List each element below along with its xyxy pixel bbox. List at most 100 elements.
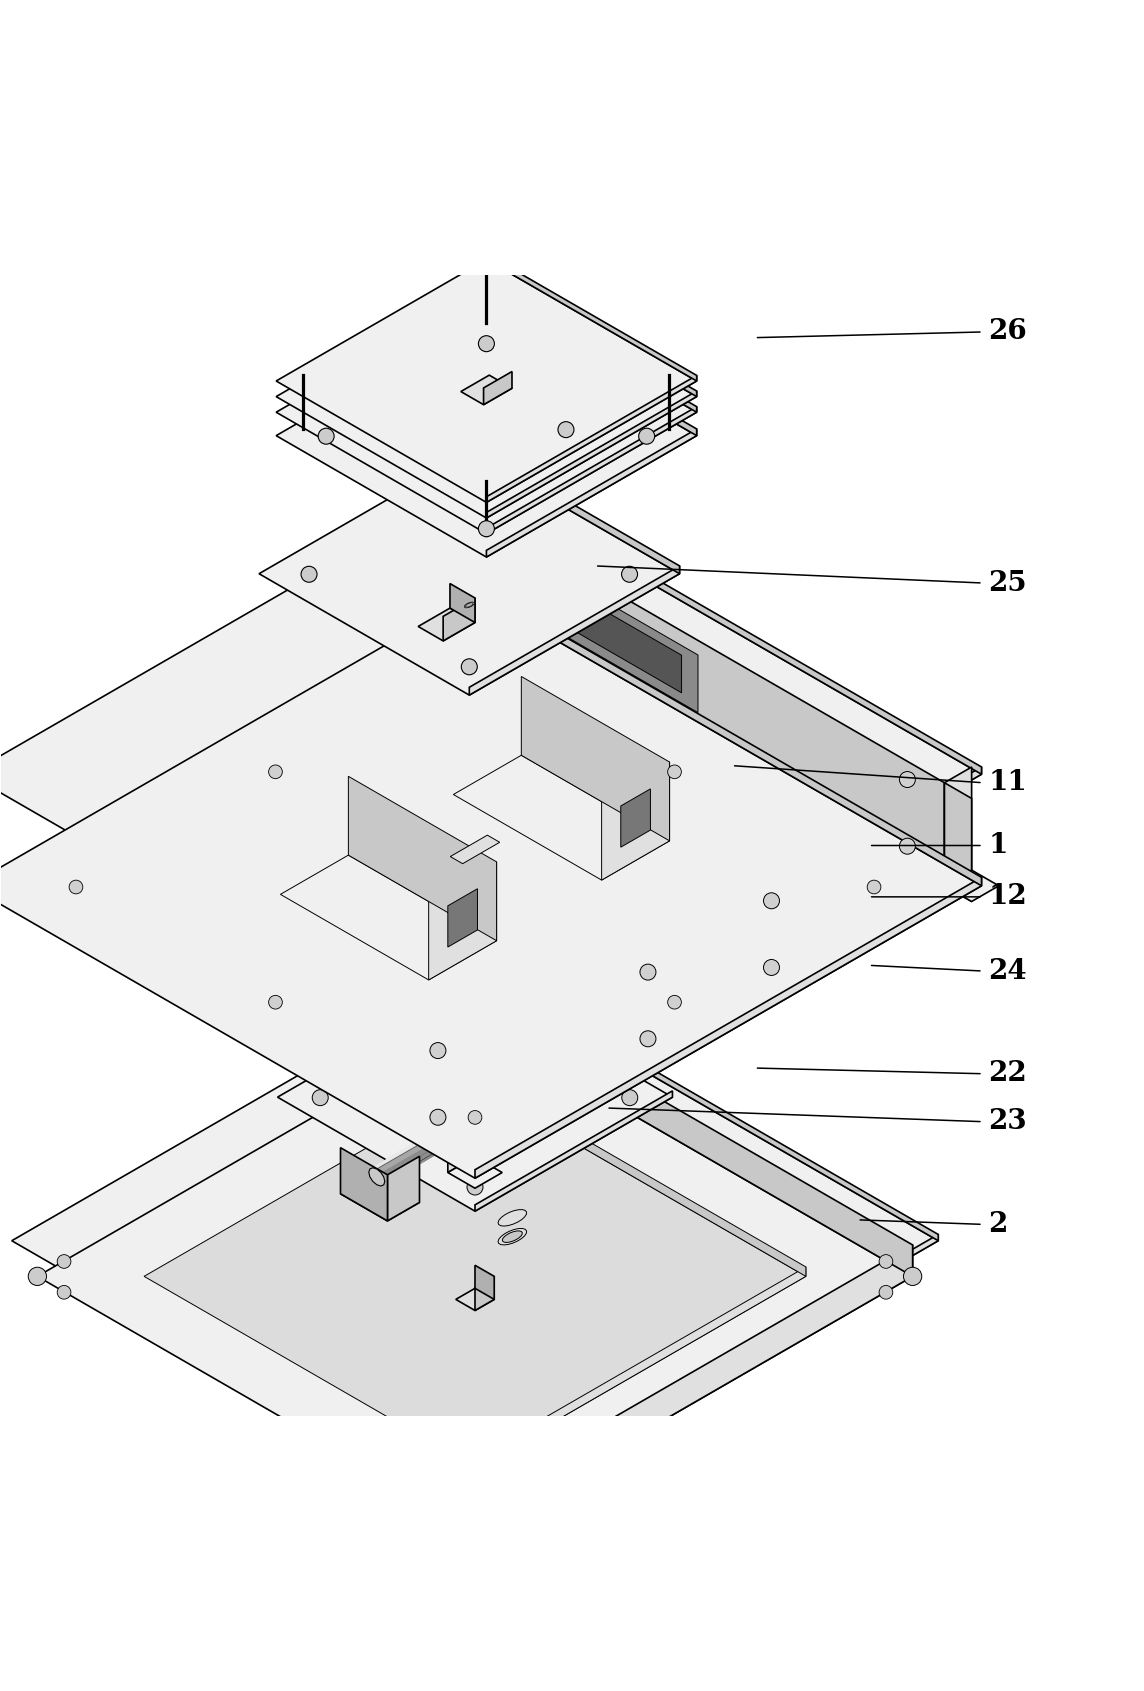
Polygon shape (602, 763, 669, 879)
Polygon shape (486, 430, 697, 556)
Polygon shape (563, 1020, 610, 1092)
Polygon shape (475, 1097, 487, 1128)
Circle shape (57, 1285, 71, 1299)
Polygon shape (376, 1072, 578, 1185)
Circle shape (430, 1043, 446, 1059)
Circle shape (461, 473, 477, 490)
Circle shape (269, 764, 283, 778)
Polygon shape (368, 1055, 566, 1172)
Polygon shape (370, 1055, 570, 1168)
Polygon shape (475, 1245, 913, 1529)
Polygon shape (475, 967, 938, 1241)
Polygon shape (498, 1228, 526, 1245)
Circle shape (639, 964, 656, 981)
Polygon shape (419, 609, 475, 641)
Polygon shape (458, 1101, 492, 1140)
Polygon shape (447, 1053, 475, 1172)
Circle shape (867, 879, 881, 895)
Circle shape (442, 1507, 455, 1520)
Circle shape (69, 879, 82, 895)
Circle shape (269, 996, 283, 1010)
Polygon shape (486, 391, 697, 517)
Circle shape (558, 421, 574, 438)
Polygon shape (370, 1064, 570, 1182)
Polygon shape (0, 482, 982, 1067)
Polygon shape (945, 871, 999, 901)
Polygon shape (475, 993, 913, 1277)
Circle shape (638, 428, 654, 445)
Polygon shape (341, 1148, 388, 1221)
Polygon shape (475, 1267, 805, 1468)
Polygon shape (469, 566, 680, 695)
Circle shape (57, 1255, 71, 1268)
Polygon shape (486, 308, 697, 436)
Polygon shape (475, 1265, 494, 1299)
Polygon shape (475, 768, 982, 1067)
Polygon shape (144, 1086, 805, 1468)
Polygon shape (461, 375, 513, 404)
Polygon shape (486, 286, 697, 413)
Circle shape (468, 649, 482, 663)
Circle shape (466, 1520, 484, 1539)
Polygon shape (565, 1055, 581, 1072)
Text: 25: 25 (988, 570, 1027, 597)
Circle shape (668, 764, 682, 778)
Polygon shape (486, 406, 697, 534)
Polygon shape (280, 856, 496, 981)
Polygon shape (462, 1106, 487, 1135)
Circle shape (495, 1507, 509, 1520)
Circle shape (466, 1015, 484, 1033)
Circle shape (301, 566, 317, 582)
Polygon shape (475, 957, 642, 1157)
Polygon shape (129, 911, 164, 932)
Polygon shape (368, 1059, 566, 1177)
Polygon shape (475, 1075, 805, 1277)
Polygon shape (564, 587, 682, 693)
Polygon shape (388, 1157, 420, 1221)
Circle shape (879, 1285, 892, 1299)
Polygon shape (475, 475, 982, 774)
Circle shape (450, 521, 466, 536)
Circle shape (312, 1089, 328, 1106)
Circle shape (904, 1267, 922, 1285)
Polygon shape (373, 1055, 573, 1168)
Polygon shape (276, 260, 697, 502)
Polygon shape (475, 512, 945, 886)
Polygon shape (383, 1069, 581, 1185)
Polygon shape (451, 835, 500, 864)
Text: 22: 22 (988, 1060, 1027, 1087)
Polygon shape (486, 254, 697, 380)
Polygon shape (522, 676, 669, 840)
Polygon shape (373, 1069, 573, 1185)
Polygon shape (383, 1064, 581, 1182)
Circle shape (763, 893, 779, 908)
Polygon shape (490, 974, 629, 1123)
Polygon shape (475, 1234, 938, 1508)
Circle shape (622, 1089, 637, 1106)
Circle shape (879, 1255, 892, 1268)
Circle shape (430, 1109, 446, 1125)
Polygon shape (486, 375, 697, 502)
Polygon shape (38, 1023, 913, 1529)
Text: 24: 24 (988, 957, 1027, 984)
Circle shape (621, 566, 637, 582)
Circle shape (29, 1267, 47, 1285)
Circle shape (899, 771, 915, 788)
Polygon shape (429, 862, 496, 981)
Circle shape (478, 521, 494, 536)
Polygon shape (368, 1168, 384, 1185)
Polygon shape (276, 276, 697, 517)
Polygon shape (455, 1289, 494, 1311)
Polygon shape (502, 1231, 523, 1243)
Circle shape (763, 959, 779, 976)
Polygon shape (469, 445, 680, 573)
Polygon shape (11, 974, 938, 1508)
Text: 11: 11 (988, 769, 1027, 796)
Polygon shape (945, 768, 971, 886)
Polygon shape (381, 1072, 580, 1185)
Circle shape (668, 996, 682, 1010)
Circle shape (639, 1032, 656, 1047)
Polygon shape (259, 451, 680, 695)
Circle shape (467, 1001, 483, 1016)
Polygon shape (341, 1175, 420, 1221)
